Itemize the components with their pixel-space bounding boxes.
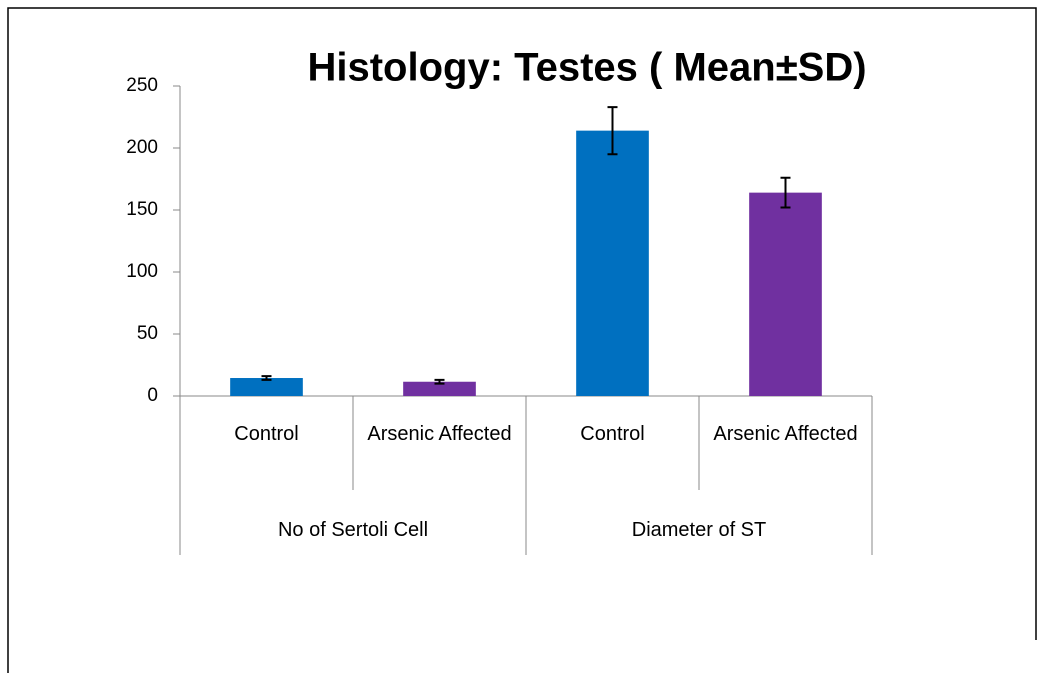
group-label: Diameter of ST [631,519,767,541]
y-tick-label: 150 [126,199,158,220]
bar [403,381,476,396]
x-tick-label: Arsenic Affected [367,423,512,445]
x-tick-label: Control [580,423,645,445]
x-tick-label: Arsenic Affected [713,423,858,445]
error-bar [607,106,618,156]
group-label: No of Sertoli Cell [277,519,429,541]
frame [7,7,1037,673]
bar [749,192,822,396]
y-tick-label: 200 [126,137,158,158]
y-tick-label: 0 [147,385,158,406]
y-tick-label: 250 [126,75,158,96]
chart-title: Histology: Testes ( Mean±SD) [307,46,866,90]
y-tick-label: 100 [126,261,158,282]
y-tick-label: 50 [137,323,158,344]
error-bar [434,378,445,385]
error-bar [780,176,791,209]
x-tick-label: Control [234,423,299,445]
bar [576,130,649,396]
error-bar [261,375,272,381]
bar [230,378,303,396]
